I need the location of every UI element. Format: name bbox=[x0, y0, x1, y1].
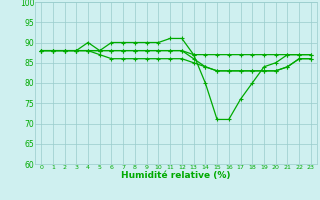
X-axis label: Humidité relative (%): Humidité relative (%) bbox=[121, 171, 231, 180]
